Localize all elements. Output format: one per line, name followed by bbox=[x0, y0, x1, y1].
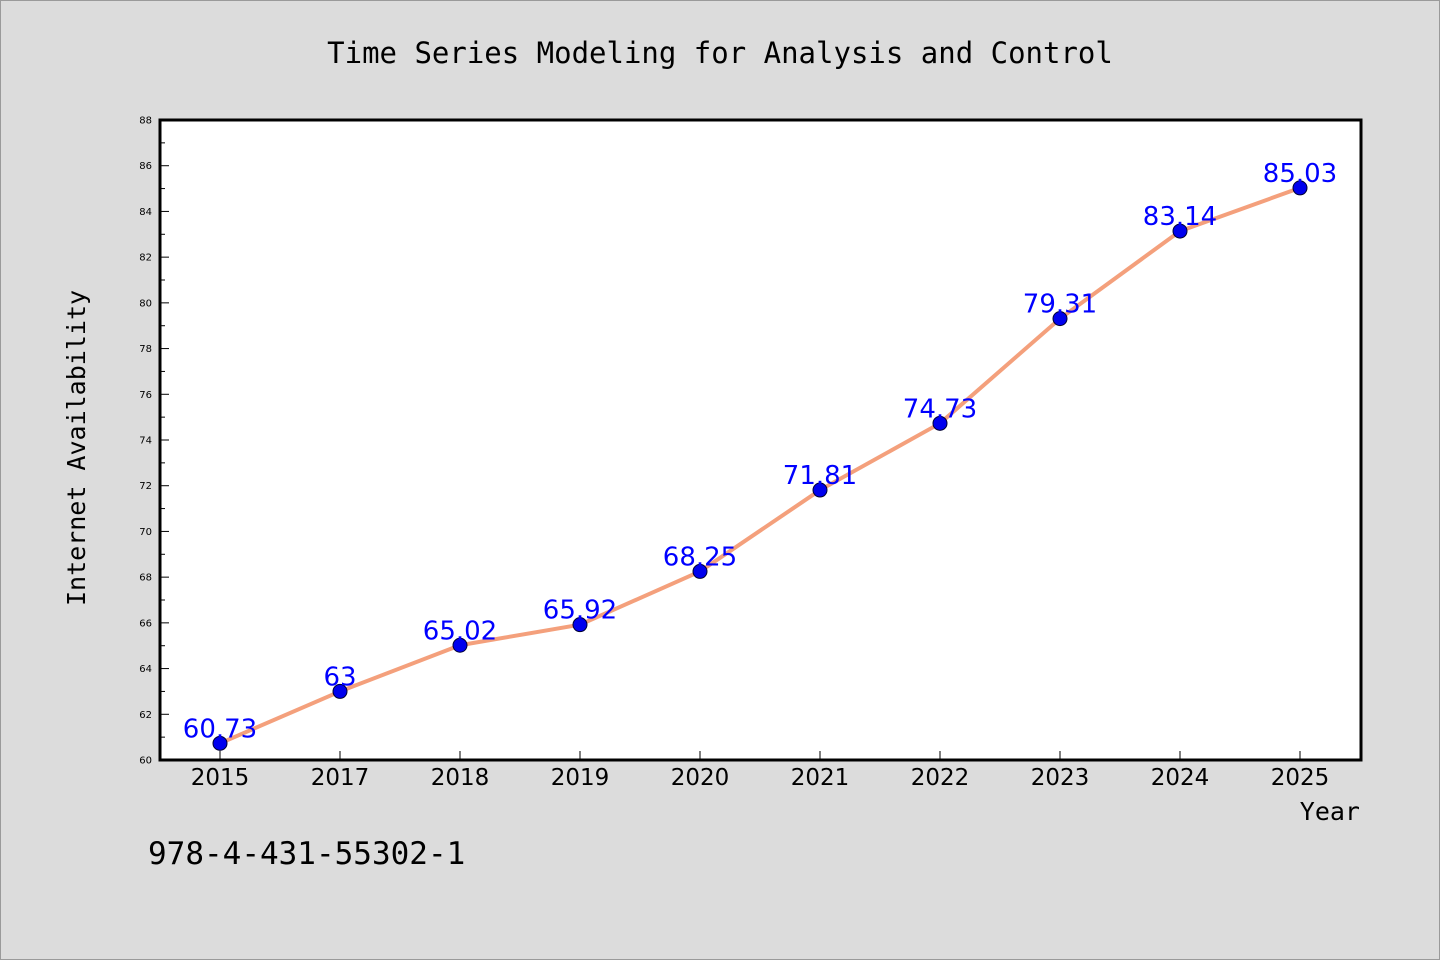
data-point bbox=[1052, 311, 1068, 327]
x-axis: 2015 2017 2018 2019 2020 2021 2022 2023 2024 2025 bbox=[191, 751, 1330, 791]
data-point bbox=[452, 637, 468, 653]
x-tick-label: 2018 bbox=[431, 765, 490, 791]
data-point bbox=[1292, 180, 1308, 196]
chart-title: Time Series Modeling for Analysis and Co… bbox=[327, 36, 1113, 70]
y-tick-label: 74 bbox=[139, 436, 152, 447]
y-tick-label: 84 bbox=[139, 207, 152, 218]
data-label: 74.73 bbox=[903, 394, 977, 424]
y-tick-label: 72 bbox=[139, 481, 152, 492]
y-tick-label: 76 bbox=[139, 390, 152, 401]
data-point bbox=[1172, 223, 1188, 239]
y-tick-label: 68 bbox=[139, 573, 152, 584]
x-tick-label: 2020 bbox=[671, 765, 730, 791]
data-point bbox=[212, 735, 228, 751]
y-tick-label: 64 bbox=[139, 664, 152, 675]
y-tick-label: 86 bbox=[139, 161, 152, 172]
data-label: 79.31 bbox=[1023, 290, 1097, 320]
data-point bbox=[572, 617, 588, 633]
data-label: 63 bbox=[323, 662, 356, 692]
data-markers bbox=[212, 180, 1308, 751]
data-label: 71.81 bbox=[783, 461, 857, 491]
y-axis-title: Internet Availability bbox=[62, 290, 91, 606]
data-label: 60.73 bbox=[183, 714, 257, 744]
x-tick-label: 2015 bbox=[191, 765, 250, 791]
y-axis: 60 62 64 66 68 70 72 74 76 78 80 82 84 86 88 bbox=[139, 116, 169, 767]
x-tick-label: 2025 bbox=[1271, 765, 1330, 791]
data-label: 65.92 bbox=[543, 596, 617, 626]
data-label: 83.14 bbox=[1143, 202, 1217, 232]
x-tick-label: 2023 bbox=[1031, 765, 1090, 791]
data-point bbox=[332, 683, 348, 699]
footnote-isbn: 978-4-431-55302-1 bbox=[148, 836, 465, 872]
x-tick-label: 2017 bbox=[311, 765, 370, 791]
y-tick-label: 70 bbox=[139, 527, 152, 538]
series-line bbox=[218, 185, 1302, 746]
y-tick-label: 60 bbox=[139, 756, 152, 767]
y-tick-label: 82 bbox=[139, 253, 152, 264]
plot-area bbox=[158, 118, 1363, 762]
data-point bbox=[812, 482, 828, 498]
y-tick-label: 80 bbox=[139, 298, 152, 309]
data-label: 65.02 bbox=[423, 616, 497, 646]
data-point bbox=[932, 415, 948, 431]
series-line-group bbox=[218, 185, 1302, 746]
x-tick-label: 2022 bbox=[911, 765, 970, 791]
y-tick-label: 62 bbox=[139, 710, 152, 721]
x-tick-label: 2021 bbox=[791, 765, 850, 791]
x-axis-title: Year bbox=[1300, 797, 1360, 826]
y-tick-label: 66 bbox=[139, 618, 152, 629]
y-tick-label: 78 bbox=[139, 344, 152, 355]
data-point bbox=[692, 563, 708, 579]
data-label: 68.25 bbox=[663, 542, 737, 572]
y-tick-label: 88 bbox=[139, 116, 152, 127]
x-tick-label: 2024 bbox=[1151, 765, 1210, 791]
x-tick-label: 2019 bbox=[551, 765, 610, 791]
data-label: 85.03 bbox=[1263, 159, 1337, 189]
data-labels: 60.73 63 65.02 65.92 68.25 71.81 74.73 79.31 83.… bbox=[183, 159, 1337, 744]
